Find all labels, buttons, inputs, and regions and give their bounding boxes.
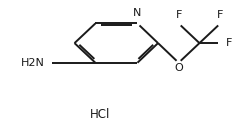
Text: F: F	[175, 10, 182, 20]
Text: F: F	[226, 38, 233, 48]
Text: N: N	[133, 8, 142, 18]
Text: HCl: HCl	[90, 108, 110, 121]
Text: F: F	[217, 10, 223, 20]
Text: O: O	[174, 63, 183, 73]
Text: H2N: H2N	[21, 58, 45, 68]
